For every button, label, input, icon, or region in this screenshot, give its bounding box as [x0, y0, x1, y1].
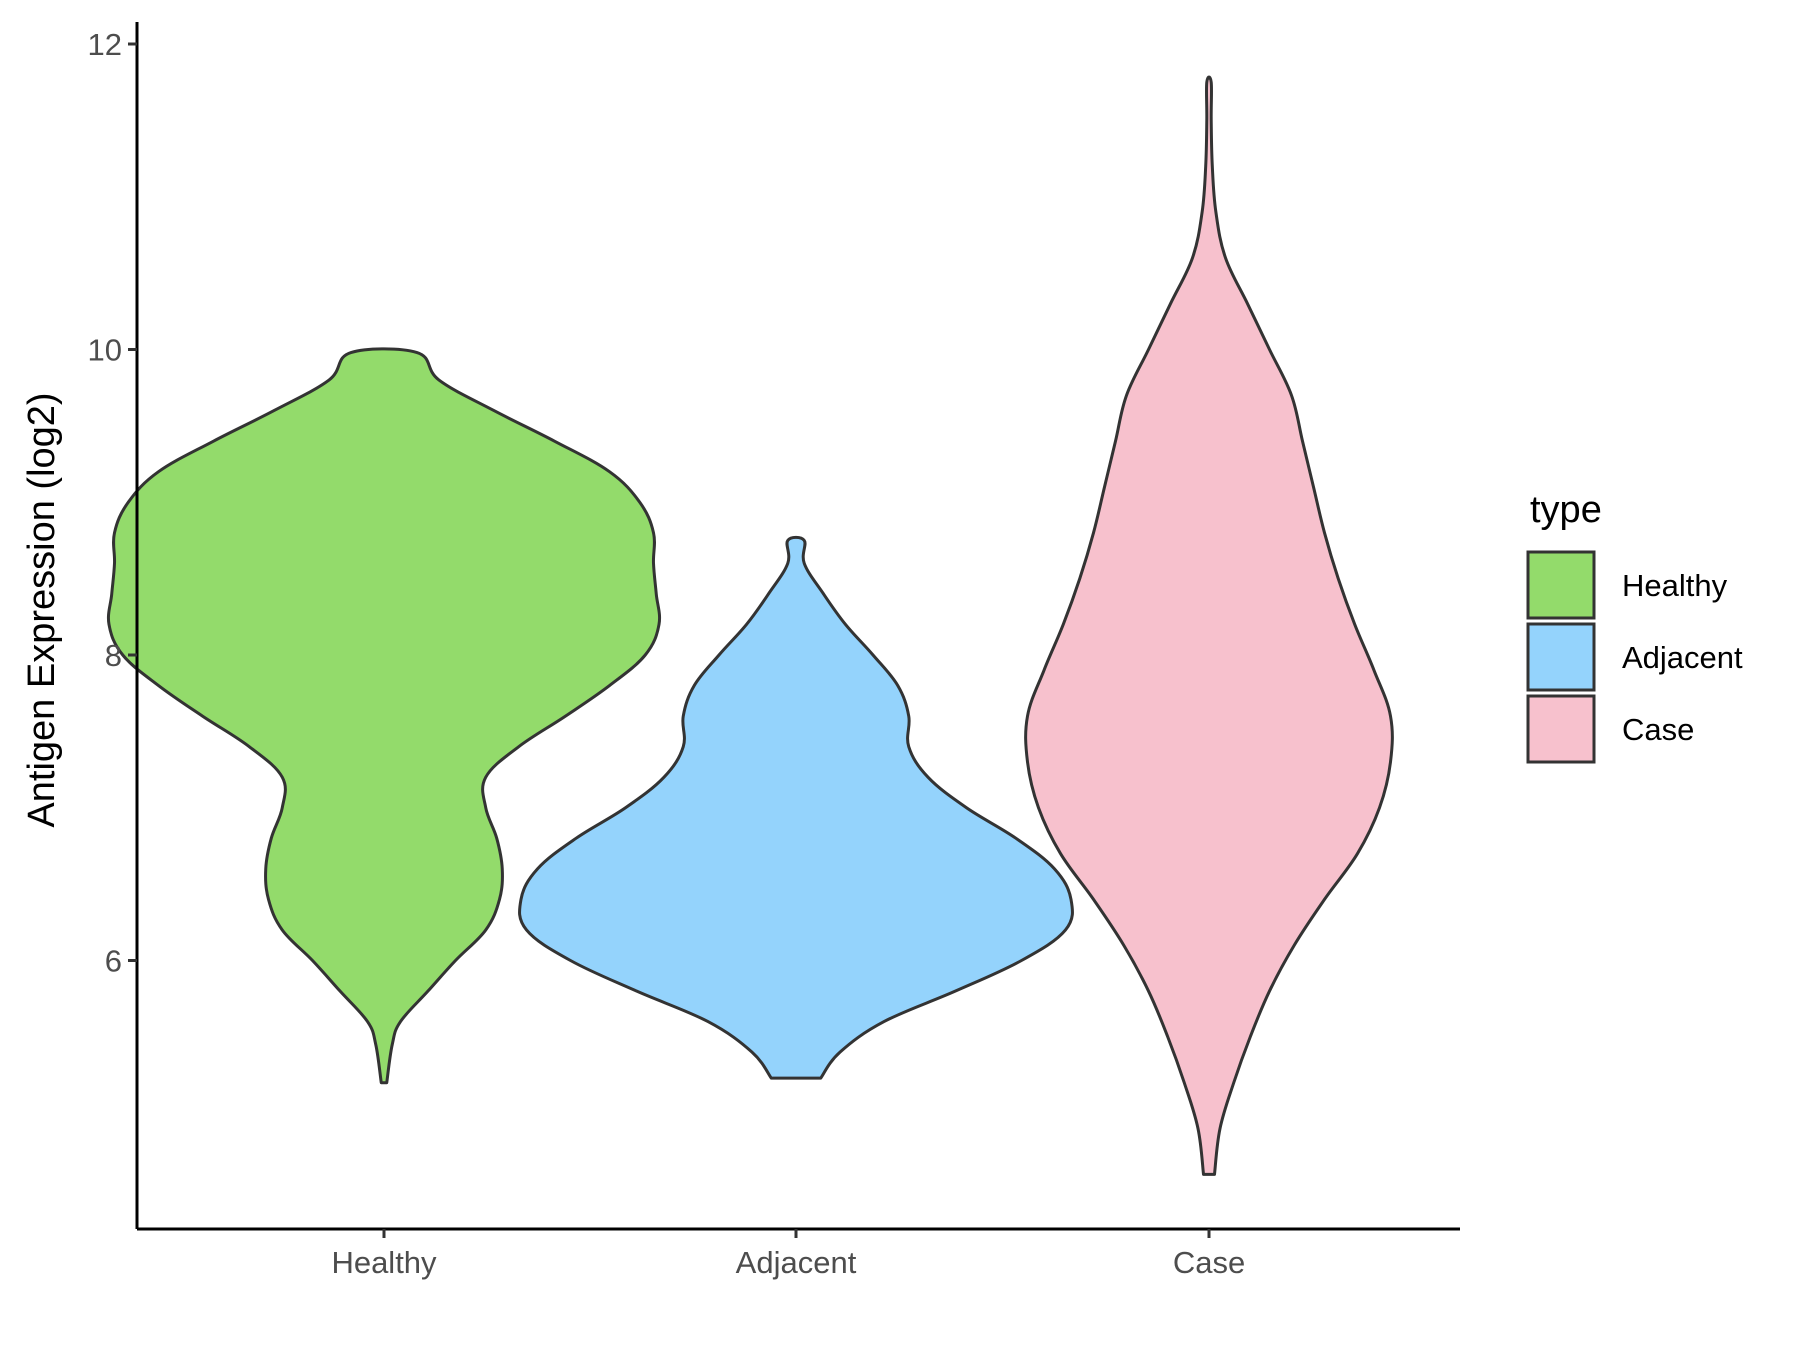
- y-tick-label: 12: [88, 27, 122, 62]
- legend-label-healthy: Healthy: [1622, 568, 1728, 603]
- legend-items: Healthy Adjacent Case: [1526, 550, 1743, 764]
- legend-key-healthy: [1526, 550, 1596, 620]
- legend-key-adjacent: [1526, 622, 1596, 692]
- axes-layer: 6 8 10 12 Healthy Adjacent Case: [88, 22, 1460, 1280]
- violins-layer: [106, 75, 1394, 1176]
- x-tick-label-adjacent: Adjacent: [736, 1245, 857, 1280]
- y-ticks: 6 8 10 12: [88, 27, 137, 979]
- violin-adjacent: [518, 535, 1074, 1080]
- violin-case: [1024, 75, 1394, 1176]
- y-tick-label: 6: [105, 944, 122, 979]
- x-ticks: Healthy Adjacent Case: [331, 1229, 1245, 1280]
- y-tick-label: 10: [88, 333, 122, 368]
- y-tick-label: 8: [105, 638, 122, 673]
- legend-key-case: [1526, 694, 1596, 764]
- legend-label-case: Case: [1622, 712, 1694, 747]
- legend: type Healthy Adjacent Case: [1526, 489, 1743, 764]
- y-axis-title: Antigen Expression (log2): [21, 392, 63, 827]
- x-tick-label-case: Case: [1173, 1245, 1245, 1280]
- x-tick-label-healthy: Healthy: [331, 1245, 437, 1280]
- legend-label-adjacent: Adjacent: [1622, 640, 1743, 675]
- legend-title: type: [1530, 489, 1602, 531]
- violin-healthy: [106, 347, 662, 1085]
